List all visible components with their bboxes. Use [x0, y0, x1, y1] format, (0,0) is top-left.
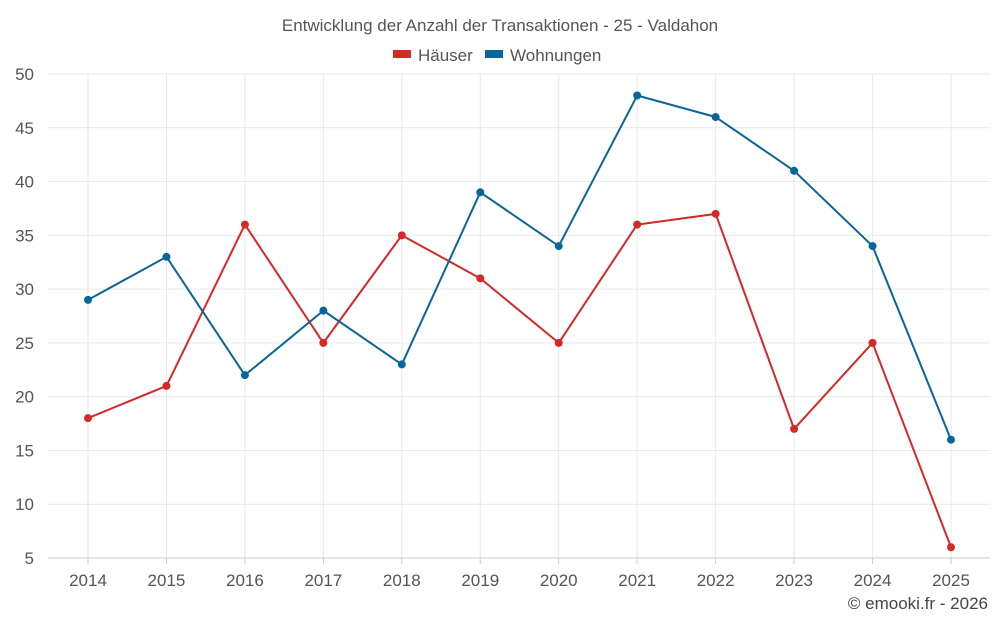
data-point[interactable]: Wohnungen 2019: 39 — [476, 188, 485, 197]
x-tick-label: 2025 — [932, 571, 970, 590]
data-point[interactable]: Häuser 2021: 36 — [633, 220, 642, 229]
data-point[interactable]: Häuser 2016: 36 — [240, 220, 249, 229]
x-axis-ticks: 2014 2015 2016 2017 2018 2019 2020 2021 2022 2023… — [69, 558, 970, 590]
data-point[interactable]: Häuser 2017: 25 — [319, 338, 328, 347]
y-tick-label: 15 — [15, 441, 34, 460]
x-tick-label: 2014 — [69, 571, 107, 590]
data-point[interactable]: Wohnungen 2024: 34 — [868, 242, 877, 251]
data-point[interactable]: Wohnungen 2025: 16 — [947, 435, 955, 444]
series-häuser: Häuser 2014: 18 Häuser 2015: 21 Häuser 201… — [84, 209, 955, 552]
gridlines — [48, 73, 990, 559]
legend: Häuser Wohnungen — [393, 46, 601, 65]
legend-swatch-haeuser — [393, 50, 411, 58]
data-point[interactable]: Wohnungen 2015: 33 — [162, 252, 171, 261]
y-tick-label: 20 — [15, 388, 34, 407]
y-tick-label: 40 — [15, 173, 34, 192]
data-point[interactable]: Häuser 2020: 25 — [554, 338, 563, 347]
x-tick-label: 2017 — [304, 571, 342, 590]
legend-label-wohnungen[interactable]: Wohnungen — [510, 46, 601, 65]
data-point[interactable]: Häuser 2014: 18 — [84, 414, 92, 423]
y-tick-label: 50 — [15, 65, 34, 84]
data-series: Häuser 2014: 18 Häuser 2015: 21 Häuser 201… — [84, 91, 955, 552]
series-wohnungen: Wohnungen 2014: 29 Wohnungen 2015: 33 Wohn… — [84, 91, 955, 444]
series-line — [87, 94, 952, 441]
legend-swatch-wohnungen — [485, 50, 503, 58]
legend-label-haeuser[interactable]: Häuser — [418, 46, 473, 65]
y-tick-label: 30 — [15, 280, 34, 299]
x-tick-label: 2021 — [618, 571, 656, 590]
y-tick-label: 35 — [15, 226, 34, 245]
chart-title: Entwicklung der Anzahl der Transaktionen… — [282, 16, 718, 35]
data-point[interactable]: Wohnungen 2018: 23 — [397, 360, 406, 369]
data-point[interactable]: Häuser 2018: 35 — [397, 231, 406, 240]
y-tick-label: 45 — [15, 119, 34, 138]
x-tick-label: 2015 — [148, 571, 186, 590]
data-point[interactable]: Häuser 2025: 6 — [947, 543, 955, 552]
data-point[interactable]: Häuser 2024: 25 — [868, 338, 877, 347]
y-tick-label: 25 — [15, 334, 34, 353]
x-tick-label: 2023 — [775, 571, 813, 590]
data-point[interactable]: Wohnungen 2017: 28 — [319, 306, 328, 315]
x-tick-label: 2018 — [383, 571, 421, 590]
data-point[interactable]: Wohnungen 2014: 29 — [84, 295, 92, 304]
x-tick-label: 2019 — [461, 571, 499, 590]
data-point[interactable]: Häuser 2023: 17 — [790, 424, 799, 433]
y-tick-label: 10 — [15, 495, 34, 514]
data-point[interactable]: Wohnungen 2022: 46 — [711, 113, 720, 122]
data-point[interactable]: Wohnungen 2021: 48 — [633, 91, 642, 100]
data-point[interactable]: Häuser 2015: 21 — [162, 381, 171, 390]
x-tick-label: 2024 — [854, 571, 892, 590]
data-point[interactable]: Häuser 2019: 31 — [476, 274, 485, 283]
series-line — [87, 212, 952, 548]
x-tick-label: 2022 — [697, 571, 735, 590]
y-axis-ticks: 5 10 15 20 25 30 35 40 45 50 — [15, 65, 34, 568]
credit-text: © emooki.fr - 2026 — [848, 594, 988, 613]
data-point[interactable]: Wohnungen 2016: 22 — [240, 371, 249, 380]
data-point[interactable]: Wohnungen 2020: 34 — [554, 242, 563, 251]
y-tick-label: 5 — [25, 549, 34, 568]
data-point[interactable]: Wohnungen 2023: 41 — [790, 166, 799, 175]
data-point[interactable]: Häuser 2022: 37 — [711, 209, 720, 218]
x-tick-label: 2016 — [226, 571, 264, 590]
x-tick-label: 2020 — [540, 571, 578, 590]
